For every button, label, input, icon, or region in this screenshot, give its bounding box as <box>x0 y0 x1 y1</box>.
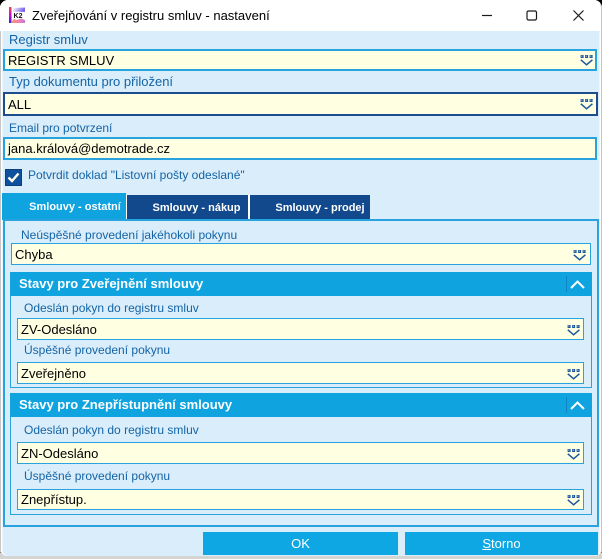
svg-text:K2: K2 <box>14 13 23 20</box>
